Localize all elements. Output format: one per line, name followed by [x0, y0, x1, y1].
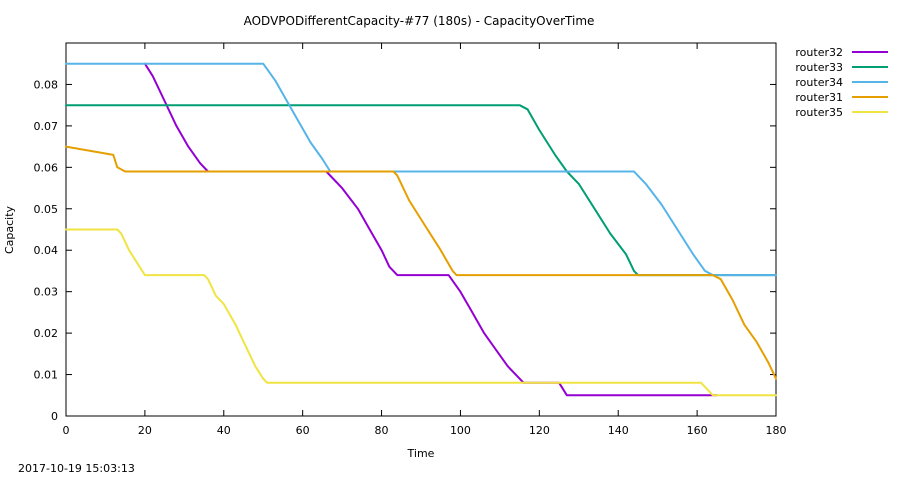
- timestamp-footer: 2017-10-19 15:03:13: [18, 462, 135, 475]
- y-tick-label: 0.04: [34, 244, 59, 257]
- x-tick-label: 140: [608, 424, 629, 437]
- series-layer: [65, 62, 777, 397]
- x-tick-label: 120: [529, 424, 550, 437]
- series-line-router32: [143, 62, 718, 397]
- y-tick-label: 0.07: [34, 120, 59, 133]
- y-axis: 0 0.01 0.02 0.03 0.04 0.05 0.06 0.07 0.08: [34, 78, 776, 423]
- y-tick-label: 0.03: [34, 286, 59, 299]
- x-tick-label: 0: [63, 424, 70, 437]
- plot-border: [65, 42, 777, 417]
- y-tick-label: 0.01: [34, 369, 59, 382]
- x-axis-label: Time: [407, 447, 435, 460]
- x-tick-label: 80: [375, 424, 389, 437]
- y-tick-label: 0.05: [34, 203, 59, 216]
- x-tick-label: 40: [217, 424, 231, 437]
- y-tick-label: 0.06: [34, 161, 59, 174]
- x-tick-label: 180: [766, 424, 787, 437]
- series-line-router35: [65, 228, 777, 397]
- series-line-router34: [65, 62, 777, 277]
- y-tick-label: 0: [51, 410, 58, 423]
- legend-label-router31: router31: [795, 91, 843, 104]
- legend-label-router34: router34: [795, 76, 843, 89]
- x-tick-label: 160: [687, 424, 708, 437]
- chart-title: AODVPODifferentCapacity-#77 (180s) - Cap…: [244, 14, 595, 28]
- y-axis-label: Capacity: [3, 205, 16, 254]
- legend-label-router33: router33: [795, 61, 843, 74]
- series-line-router31: [65, 145, 777, 380]
- x-axis: 0 20 40 60 80 100 120 140 160 180: [63, 43, 787, 437]
- y-tick-label: 0.02: [34, 327, 59, 340]
- x-tick-label: 60: [296, 424, 310, 437]
- legend-label-router35: router35: [795, 106, 843, 119]
- x-tick-label: 100: [450, 424, 471, 437]
- x-tick-label: 20: [138, 424, 152, 437]
- legend-label-router32: router32: [795, 46, 843, 59]
- legend: router32 router33 router34 router31 router35: [795, 46, 888, 119]
- y-tick-label: 0.08: [34, 78, 59, 91]
- series-line-router33: [65, 104, 777, 277]
